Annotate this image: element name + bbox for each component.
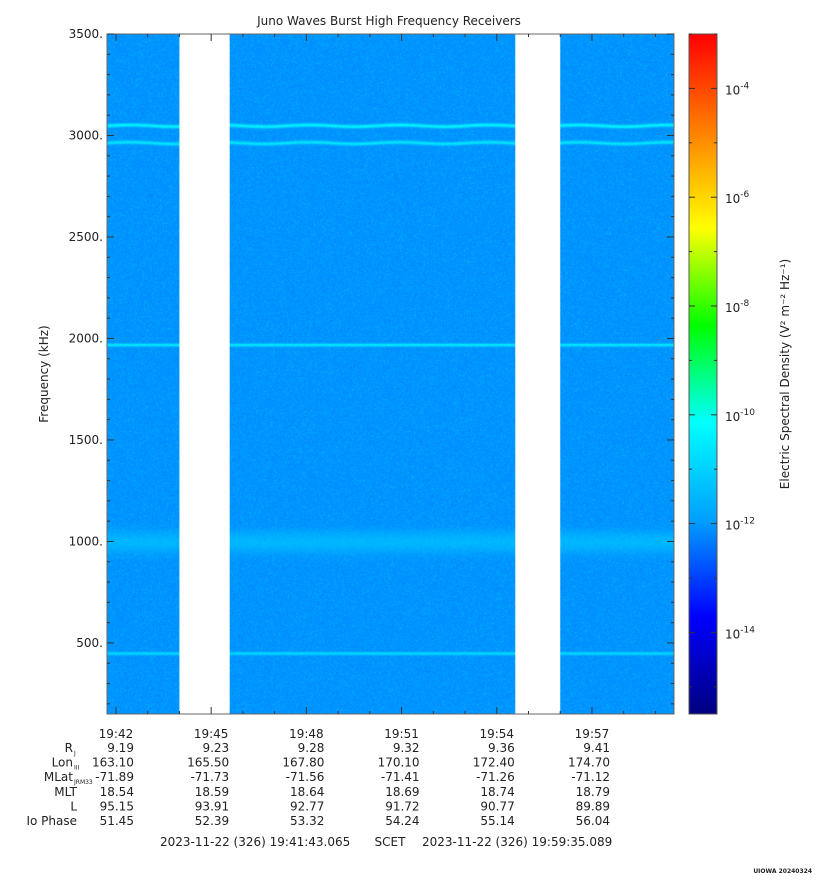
y-axis-label: Frequency (kHz): [37, 325, 51, 422]
y-tick-label: 1500.: [69, 433, 103, 447]
ephemeris-value: 165.50: [187, 756, 229, 770]
ephemeris-value: 174.70: [568, 756, 610, 770]
ephemeris-value: 18.64: [290, 785, 324, 799]
plot-frame: [106, 33, 675, 715]
x-tick-label: 19:54: [479, 727, 514, 741]
y-tick-label: 3500.: [69, 27, 103, 41]
ephemeris-value: 9.36: [488, 741, 515, 755]
ephemeris-value: 90.77: [480, 799, 514, 813]
ephemeris-value: 95.15: [100, 799, 134, 813]
ephemeris-value: -71.12: [571, 770, 610, 784]
colorbar: [688, 33, 718, 715]
ephemeris-value: 18.74: [480, 785, 514, 799]
ephemeris-row-label: Io Phase: [26, 814, 77, 828]
ephemeris-row-label: MLT: [54, 785, 77, 799]
ephemeris-row-label: L: [70, 799, 77, 813]
y-tick-label: 3000.: [69, 128, 103, 142]
footer-scet: SCET: [375, 835, 407, 849]
colorbar-tick-label: 10-4: [725, 81, 750, 97]
ephemeris-value: -71.56: [286, 770, 325, 784]
x-tick-label: 19:51: [384, 727, 419, 741]
x-tick-label: 19:48: [289, 727, 324, 741]
colorbar-ticks: 10-14 10-12 10-10 10-8 10-6 10-4: [689, 33, 755, 688]
x-tick-label: 19:42: [99, 727, 134, 741]
ephemeris-value: 54.24: [385, 814, 419, 828]
chart-title: Juno Waves Burst High Frequency Receiver…: [256, 14, 521, 28]
colorbar-tick-label: 10-14: [725, 625, 755, 641]
footer-end: 2023-11-22 (326) 19:59:35.089: [422, 835, 612, 849]
ephemeris-value: -71.26: [476, 770, 515, 784]
x-axis: 19:42 19:45 19:48 19:51 19:54 19:57: [99, 34, 656, 741]
data-gap-1: [515, 34, 561, 714]
ephemeris-value: 93.91: [195, 799, 229, 813]
ephemeris-row-label: R: [65, 741, 73, 755]
ephemeris-value: 56.04: [576, 814, 610, 828]
x-tick-label: 19:57: [575, 727, 610, 741]
ephemeris-value: 170.10: [378, 756, 420, 770]
ephemeris-value: 92.77: [290, 799, 324, 813]
data-gap-0: [179, 34, 230, 714]
ephemeris-value: 9.41: [583, 741, 610, 755]
ephemeris-row-label: MLat: [44, 770, 73, 784]
ephemeris-value: 9.23: [202, 741, 229, 755]
credit-label: UIOWA 20240324: [753, 868, 812, 875]
ephemeris-value: 9.32: [393, 741, 420, 755]
ephemeris-value: 52.39: [195, 814, 229, 828]
y-axis: 500. 1000. 1500. 2000. 2500. 3000. 3500.: [69, 27, 674, 705]
y-tick-label: 2500.: [69, 230, 103, 244]
ephemeris-value: 18.79: [576, 785, 610, 799]
colorbar-tick-label: 10-6: [725, 190, 750, 206]
ephemeris-value: 163.10: [92, 756, 134, 770]
ephemeris-value: 55.14: [480, 814, 514, 828]
ephemeris-value: 172.40: [473, 756, 515, 770]
ephemeris-value: 18.69: [385, 785, 419, 799]
ephemeris-value: -71.73: [190, 770, 229, 784]
ephemeris-value: 91.72: [385, 799, 419, 813]
ephemeris-value: 18.54: [100, 785, 134, 799]
ephemeris-row-label: Lon: [52, 756, 73, 770]
footer-start: 2023-11-22 (326) 19:41:43.065: [160, 835, 350, 849]
ephemeris-value: 53.32: [290, 814, 324, 828]
data-gaps: [179, 34, 561, 714]
ephemeris-value: 18.59: [195, 785, 229, 799]
colorbar-tick-label: 10-12: [725, 517, 755, 533]
colorbar-tick-label: 10-8: [725, 299, 750, 315]
ephemeris-value: 9.19: [107, 741, 134, 755]
colorbar-label: Electric Spectral Density (V² m⁻² Hz⁻¹): [778, 259, 792, 489]
y-tick-label: 2000.: [69, 331, 103, 345]
ephemeris-value: 167.80: [282, 756, 324, 770]
ephemeris-value: 89.89: [576, 799, 610, 813]
ephemeris-value: -71.89: [95, 770, 134, 784]
ephemeris-row-label-sub: JRM33: [73, 779, 93, 786]
y-tick-label: 1000.: [69, 534, 103, 548]
ephemeris-value: -71.41: [381, 770, 420, 784]
y-tick-label: 500.: [76, 636, 103, 650]
colorbar-tick-label: 10-10: [725, 408, 755, 424]
ephemeris-row-label-sub: III: [74, 765, 80, 772]
ephemeris-value: 51.45: [100, 814, 134, 828]
x-tick-label: 19:45: [194, 727, 229, 741]
ephemeris-value: 9.28: [298, 741, 325, 755]
ephemeris-row-label-sub: J: [73, 750, 76, 757]
ephemeris-table: R J 9.19 9.23 9.28 9.32 9.36 9.41 Lon III 163.10 16…: [26, 741, 610, 828]
